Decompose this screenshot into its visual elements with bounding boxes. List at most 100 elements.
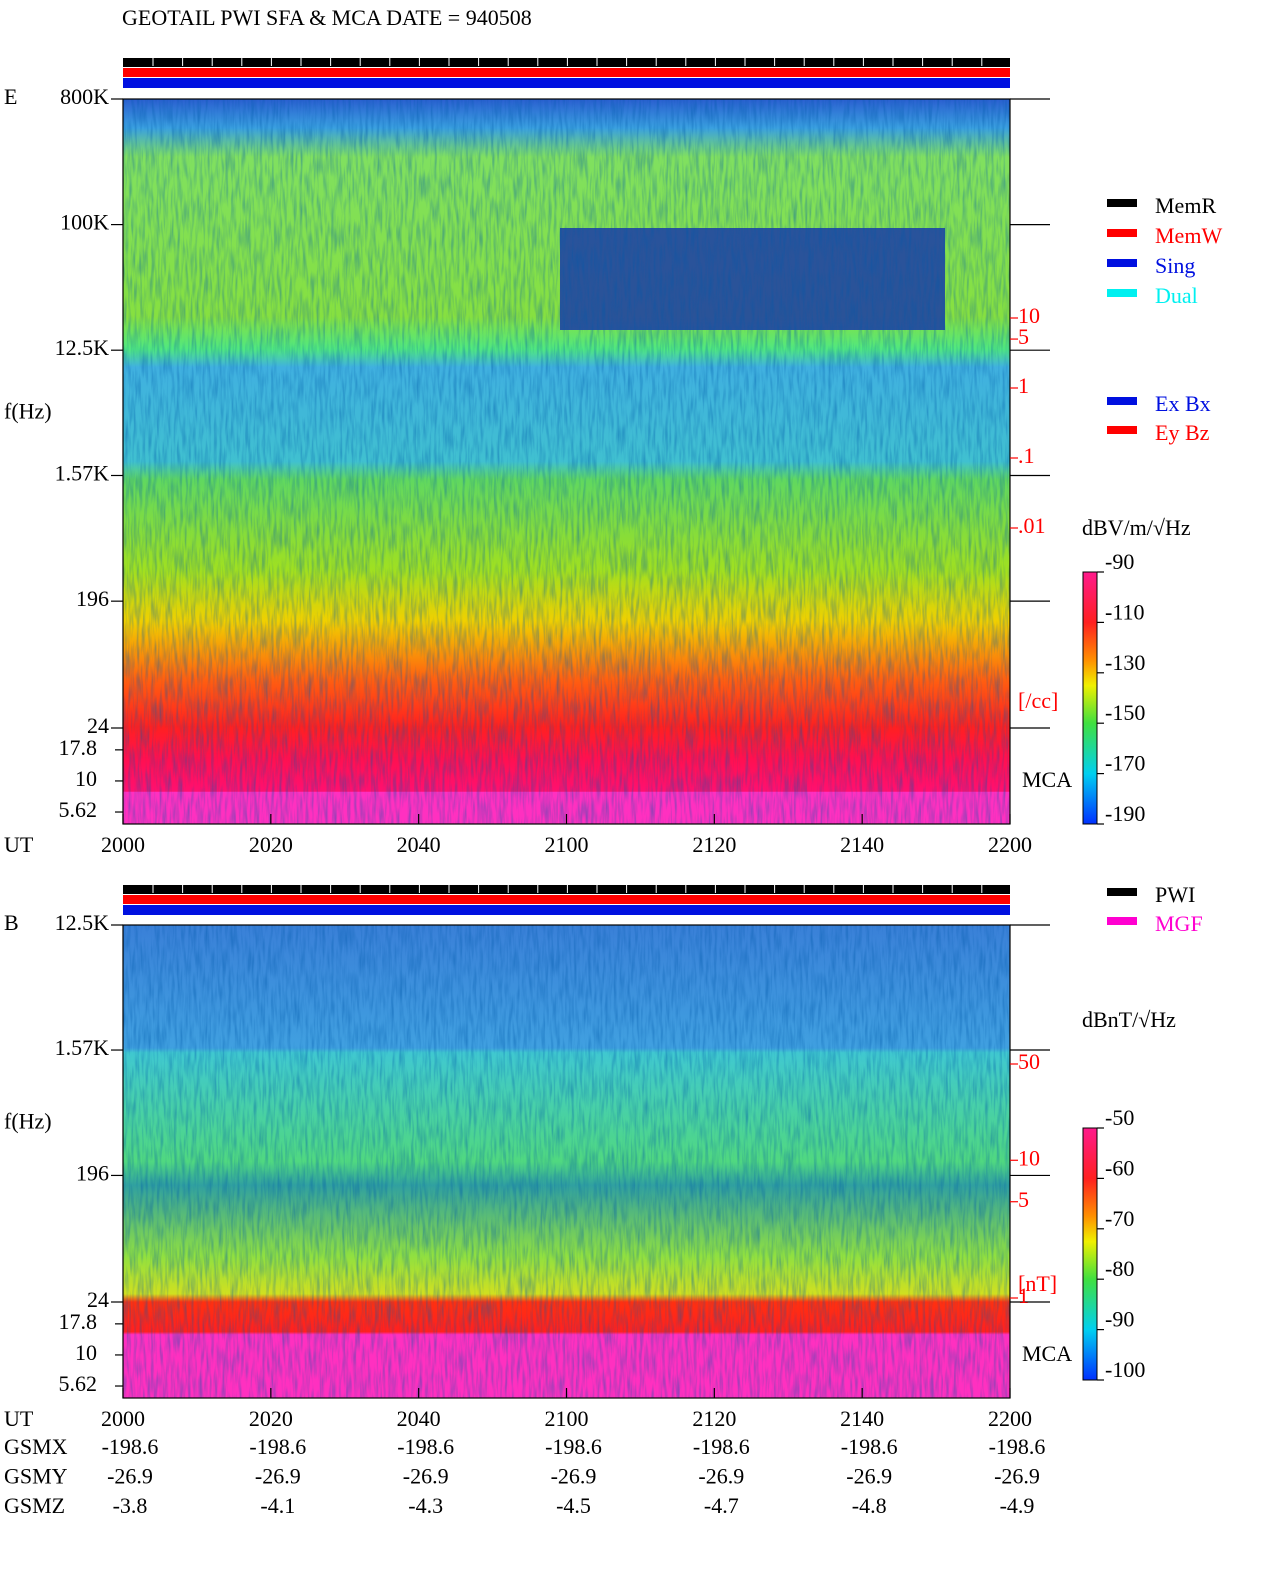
x-tick-label: 2140 bbox=[840, 1406, 884, 1431]
legend-label: MemR bbox=[1155, 193, 1216, 218]
right-axis-label: 1 bbox=[1018, 1283, 1029, 1308]
status-bar bbox=[123, 905, 1010, 915]
orbit-value: -26.9 bbox=[107, 1464, 153, 1489]
colorbar-label: dBnT/√Hz bbox=[1082, 1007, 1176, 1032]
colorbar-tick-label: -90 bbox=[1105, 1307, 1134, 1332]
orbit-value: -3.8 bbox=[113, 1493, 148, 1518]
orbit-value: -198.6 bbox=[397, 1434, 454, 1459]
x-tick-label: 2100 bbox=[545, 832, 589, 857]
status-bar bbox=[123, 68, 1010, 77]
y-tick-label: 12.5K bbox=[55, 335, 110, 360]
x-tick-label: 2040 bbox=[397, 832, 441, 857]
y-axis-label: f(Hz) bbox=[4, 399, 52, 424]
orbit-value: -198.6 bbox=[102, 1434, 159, 1459]
colorbar bbox=[1082, 1127, 1098, 1381]
panel-label: E bbox=[4, 84, 17, 109]
x-tick-label: 2020 bbox=[249, 832, 293, 857]
orbit-value: -198.6 bbox=[545, 1434, 602, 1459]
x-tick-label: 2120 bbox=[692, 1406, 736, 1431]
x-tick-label: 2100 bbox=[545, 1406, 589, 1431]
x-axis-label: UT bbox=[4, 832, 34, 857]
legend-swatch bbox=[1107, 259, 1137, 267]
orbit-value: -4.3 bbox=[408, 1493, 443, 1518]
colorbar-tick-label: -100 bbox=[1105, 1357, 1145, 1382]
colorbar bbox=[1082, 571, 1098, 825]
orbit-value: -4.1 bbox=[260, 1493, 295, 1518]
y-axis-label: f(Hz) bbox=[4, 1109, 52, 1134]
colorbar-tick-label: -150 bbox=[1105, 700, 1145, 725]
colorbar-tick-label: -170 bbox=[1105, 751, 1145, 776]
legend-swatch bbox=[1107, 426, 1137, 434]
orbit-value: -198.6 bbox=[249, 1434, 306, 1459]
y-tick-label: 100K bbox=[60, 210, 109, 235]
legend-swatch bbox=[1107, 888, 1137, 896]
y-tick-label: 24 bbox=[87, 713, 109, 738]
legend-label: Ey Bz bbox=[1155, 420, 1210, 445]
x-tick-label: 2120 bbox=[692, 832, 736, 857]
x-tick-label: 2020 bbox=[249, 1406, 293, 1431]
mca-tick-label: 17.8 bbox=[59, 735, 98, 760]
colorbar-tick-label: -80 bbox=[1105, 1256, 1134, 1281]
right-axis-label: .1 bbox=[1018, 443, 1035, 468]
mca-tick-label: 5.62 bbox=[59, 1371, 98, 1396]
orbit-name: GSMY bbox=[4, 1464, 68, 1489]
mca-tick-label: 17.8 bbox=[59, 1309, 98, 1334]
orbit-value: -198.6 bbox=[841, 1434, 898, 1459]
y-tick-label: 800K bbox=[60, 84, 109, 109]
title: GEOTAIL PWI SFA & MCA DATE = 940508 bbox=[122, 5, 532, 30]
legend-swatch bbox=[1107, 917, 1137, 925]
y-tick-label: 1.57K bbox=[55, 461, 110, 486]
orbit-value: -26.9 bbox=[846, 1464, 892, 1489]
right-axis-unit: [/cc] bbox=[1018, 688, 1058, 713]
colorbar-tick-label: -70 bbox=[1105, 1206, 1134, 1231]
x-tick-label: 2000 bbox=[101, 832, 145, 857]
mca-label: MCA bbox=[1022, 1341, 1072, 1366]
orbit-value: -4.9 bbox=[1000, 1493, 1035, 1518]
legend-swatch bbox=[1107, 289, 1137, 297]
right-axis-label: 5 bbox=[1018, 1187, 1029, 1212]
orbit-value: -198.6 bbox=[989, 1434, 1046, 1459]
y-tick-label: 196 bbox=[76, 1160, 109, 1185]
right-axis-label: 10 bbox=[1018, 1145, 1040, 1170]
x-tick-label: 2200 bbox=[988, 832, 1032, 857]
y-tick-label: 196 bbox=[76, 586, 109, 611]
x-tick-label: 2200 bbox=[988, 1406, 1032, 1431]
legend-swatch bbox=[1107, 199, 1137, 207]
mca-tick-label: 10 bbox=[75, 1340, 97, 1365]
orbit-value: -4.8 bbox=[852, 1493, 887, 1518]
mca-label: MCA bbox=[1022, 767, 1072, 792]
y-tick-label: 1.57K bbox=[55, 1035, 110, 1060]
right-axis-unit: [nT] bbox=[1018, 1271, 1057, 1296]
orbit-name: GSMZ bbox=[4, 1493, 65, 1518]
legend-label: Dual bbox=[1155, 283, 1198, 308]
colorbar-label: dBV/m/√Hz bbox=[1082, 515, 1191, 540]
legend-label: MemW bbox=[1155, 223, 1222, 248]
y-tick-label: 24 bbox=[87, 1287, 109, 1312]
mca-tick-label: 10 bbox=[75, 766, 97, 791]
x-axis-label: UT bbox=[4, 1406, 34, 1431]
orbit-value: -26.9 bbox=[994, 1464, 1040, 1489]
legend-label: MGF bbox=[1155, 911, 1203, 936]
orbit-value: -198.6 bbox=[693, 1434, 750, 1459]
right-axis-label: 5 bbox=[1018, 324, 1029, 349]
x-tick-label: 2000 bbox=[101, 1406, 145, 1431]
orbit-value: -26.9 bbox=[403, 1464, 449, 1489]
orbit-value: -4.5 bbox=[556, 1493, 591, 1518]
right-axis-label: 50 bbox=[1018, 1049, 1040, 1074]
legend-label: Sing bbox=[1155, 253, 1195, 278]
colorbar-tick-label: -190 bbox=[1105, 801, 1145, 826]
status-bar bbox=[123, 78, 1010, 88]
status-bar bbox=[123, 895, 1010, 904]
right-axis-label: 10 bbox=[1018, 303, 1040, 328]
colorbar-tick-label: -60 bbox=[1105, 1155, 1134, 1180]
orbit-value: -26.9 bbox=[255, 1464, 301, 1489]
right-axis-label: .01 bbox=[1018, 513, 1046, 538]
orbit-value: -26.9 bbox=[551, 1464, 597, 1489]
legend-swatch bbox=[1107, 397, 1137, 405]
spectrogram-texture bbox=[123, 925, 1010, 1398]
colorbar-tick-label: -130 bbox=[1105, 650, 1145, 675]
colorbar-tick-label: -50 bbox=[1105, 1105, 1134, 1130]
spectrogram-texture bbox=[123, 99, 1010, 824]
legend-label: PWI bbox=[1155, 882, 1195, 907]
